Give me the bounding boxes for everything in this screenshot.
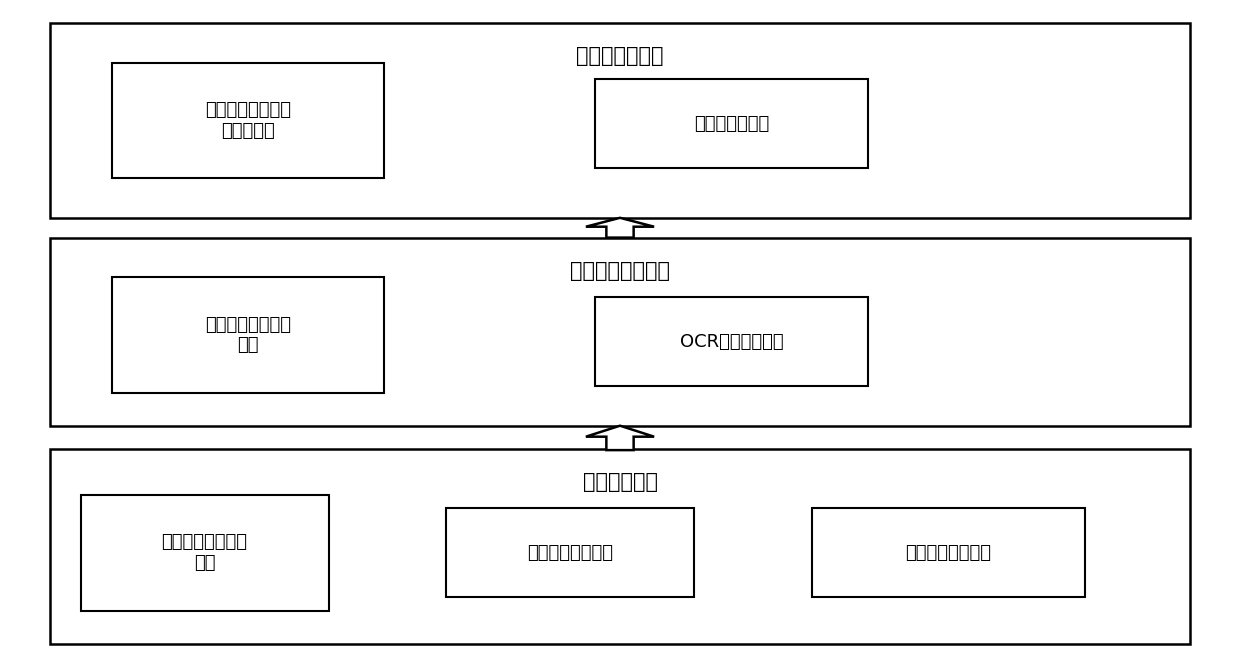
Polygon shape bbox=[585, 426, 655, 450]
Text: 基本图元模板构造
技术: 基本图元模板构造 技术 bbox=[161, 533, 248, 572]
Bar bbox=[446, 508, 694, 597]
Text: 模型元素识别: 模型元素识别 bbox=[583, 472, 657, 492]
Bar bbox=[50, 449, 1190, 644]
Bar bbox=[595, 79, 868, 168]
Text: 有向边识别技术: 有向边识别技术 bbox=[694, 115, 769, 133]
Bar bbox=[81, 495, 329, 610]
Bar bbox=[112, 277, 384, 393]
Bar bbox=[112, 63, 384, 178]
Text: 模型有向边识别: 模型有向边识别 bbox=[577, 46, 663, 66]
Bar bbox=[50, 238, 1190, 426]
Polygon shape bbox=[585, 218, 655, 238]
Text: 流程模型图的切割
技术: 流程模型图的切割 技术 bbox=[205, 315, 291, 354]
Text: 匹配结果筛选技术: 匹配结果筛选技术 bbox=[905, 544, 992, 562]
Bar bbox=[595, 297, 868, 386]
Bar bbox=[50, 23, 1190, 218]
Text: 模型元素匹配技术: 模型元素匹配技术 bbox=[527, 544, 614, 562]
Bar bbox=[606, 226, 634, 238]
Text: 流程模型图的灰度
化处理技术: 流程模型图的灰度 化处理技术 bbox=[205, 101, 291, 140]
Bar bbox=[812, 508, 1085, 597]
Bar bbox=[606, 437, 634, 450]
Text: 模型节点文本识别: 模型节点文本识别 bbox=[570, 261, 670, 280]
Text: OCR文字识别技术: OCR文字识别技术 bbox=[680, 333, 784, 350]
